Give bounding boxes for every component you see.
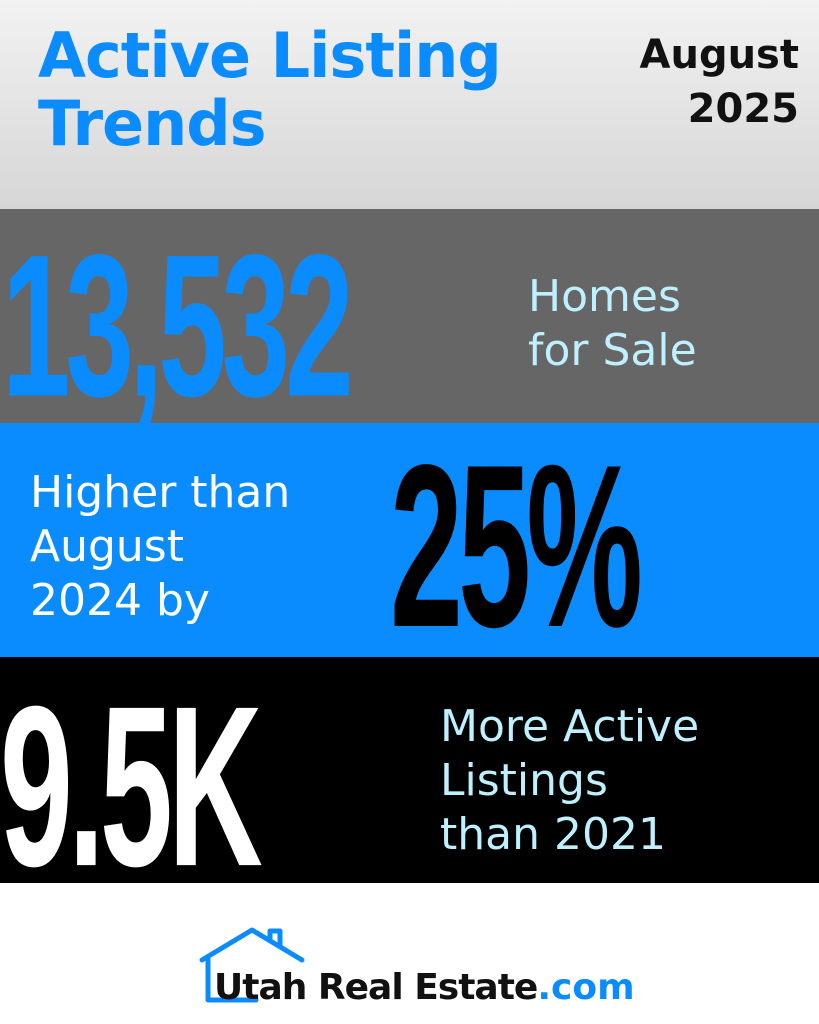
brand-name: Utah Real Estate xyxy=(214,967,538,1008)
report-year: 2025 xyxy=(687,86,799,132)
change-caption-line-1: Higher than xyxy=(30,467,291,518)
more-caption-line-1: More Active xyxy=(440,701,700,752)
report-date: August 2025 xyxy=(579,28,799,136)
more-listings-value: 9.5K xyxy=(0,658,263,915)
more-caption-line-2: Listings xyxy=(440,755,608,806)
homes-for-sale-value: 13,532 xyxy=(2,211,354,439)
homes-caption-line-2: for Sale xyxy=(528,325,697,376)
header: Active Listing Trends August 2025 xyxy=(0,0,819,209)
brand-wordmark: Utah Real Estate.com xyxy=(214,966,635,1010)
page-title: Active Listing Trends xyxy=(38,22,558,158)
year-over-year-caption: Higher than August 2024 by xyxy=(30,466,290,628)
homes-for-sale-caption: Homes for Sale xyxy=(528,270,697,378)
change-caption-line-2: August xyxy=(30,521,184,572)
year-over-year-band xyxy=(0,423,819,657)
homes-caption-line-1: Homes xyxy=(528,271,681,322)
more-listings-caption: More Active Listings than 2021 xyxy=(440,700,699,862)
report-month: August xyxy=(639,32,799,78)
homes-for-sale-band xyxy=(0,209,819,423)
year-over-year-percent: 25% xyxy=(390,416,643,676)
house-outline-icon xyxy=(199,927,305,1003)
brand-logo[interactable]: Utah Real Estate.com xyxy=(196,924,636,1014)
title-line-1: Active Listing xyxy=(38,19,502,92)
brand-tld: .com xyxy=(537,967,635,1008)
title-line-2: Trends xyxy=(38,87,267,160)
change-caption-line-3: 2024 by xyxy=(30,575,210,626)
vs-2021-band xyxy=(0,657,819,883)
more-caption-line-3: than 2021 xyxy=(440,809,666,860)
